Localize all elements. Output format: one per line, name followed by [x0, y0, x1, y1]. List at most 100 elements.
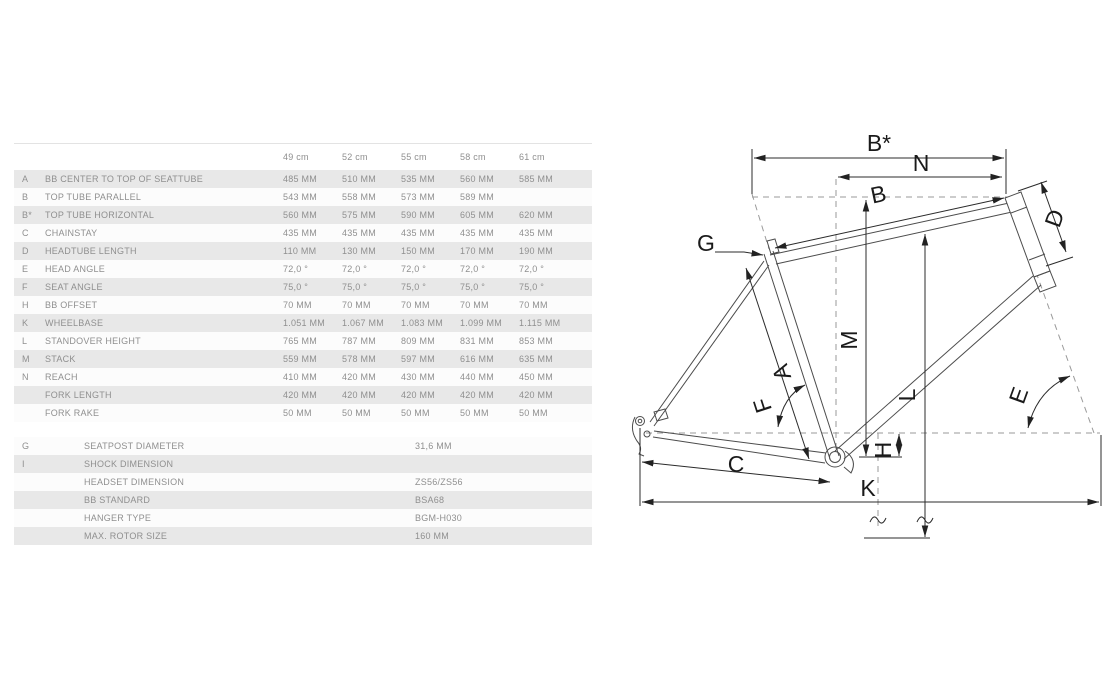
- spec-row: HEADSET DIMENSION ZS56/ZS56: [14, 473, 592, 491]
- row-value: 430 MM: [401, 372, 436, 382]
- fork-crown: [1033, 270, 1057, 293]
- row-letter: [22, 404, 45, 422]
- row-value: 590 MM: [401, 210, 436, 220]
- seat-stays: [649, 260, 770, 427]
- row-value: 420 MM: [460, 390, 495, 400]
- column-header: 55 cm: [401, 152, 427, 162]
- dim-bstar-extensions: [751, 149, 1007, 194]
- row-letter: B*: [22, 210, 33, 220]
- column-header: 61 cm: [519, 152, 545, 162]
- row-value: [415, 455, 592, 473]
- row-label: HEAD ANGLE: [45, 264, 106, 274]
- row-label: TOP TUBE HORIZONTAL: [45, 210, 155, 220]
- row-value: 150 MM: [401, 246, 436, 256]
- break-symbol-right: [916, 516, 934, 524]
- g-leader-line: [715, 249, 764, 257]
- row-value: 75,0 °: [460, 282, 486, 292]
- row-letter: N: [22, 372, 29, 382]
- row-letter: B: [22, 192, 29, 202]
- spec-table: G SEATPOST DIAMETER 31,6 MM I SHOCK DIMENSIO…: [14, 437, 592, 545]
- row-value: 420 MM: [283, 390, 318, 400]
- row-letter: G: [22, 441, 30, 451]
- row-label: FORK LENGTH: [45, 390, 112, 400]
- chain-guide: [843, 450, 854, 474]
- row-value: 75,0 °: [401, 282, 427, 292]
- row-value: 575 MM: [342, 210, 377, 220]
- spec-row: BB STANDARD BSA68: [14, 491, 592, 509]
- row-value: 435 MM: [283, 228, 318, 238]
- row-value: 70 MM: [519, 300, 548, 310]
- row-letter: H: [22, 300, 29, 310]
- row-label: SEATPOST DIAMETER: [84, 441, 185, 451]
- geometry-row: F SEAT ANGLE 75,0 ° 75,0 ° 75,0 ° 75,0 ° 75,0 …: [14, 278, 592, 296]
- dim-e-arc: [1027, 375, 1071, 429]
- row-letter: L: [22, 336, 28, 346]
- geometry-table: 49 cm 52 cm 55 cm 58 cm 61 cm A BB CENTER TO T…: [14, 143, 592, 422]
- dim-k-extensions: [639, 428, 1102, 506]
- row-letter: [22, 386, 45, 404]
- row-value: 620 MM: [519, 210, 554, 220]
- column-header: 58 cm: [460, 152, 486, 162]
- label-e: E: [1004, 384, 1034, 407]
- dim-d: [1040, 181, 1067, 253]
- label-b: B: [868, 180, 888, 209]
- row-label: HANGER TYPE: [84, 513, 152, 523]
- geometry-row: B* TOP TUBE HORIZONTAL 560 MM 575 MM 590 MM 6…: [14, 206, 592, 224]
- row-label: MAX. ROTOR SIZE: [84, 531, 168, 541]
- row-value: 50 MM: [283, 408, 312, 418]
- row-letter: I: [22, 459, 25, 469]
- row-value: 70 MM: [283, 300, 312, 310]
- row-value: 543 MM: [283, 192, 318, 202]
- row-label: SEAT ANGLE: [45, 282, 103, 292]
- row-label: FORK RAKE: [45, 408, 100, 418]
- row-letter: M: [22, 354, 30, 364]
- row-value: 440 MM: [460, 372, 495, 382]
- row-value: 190 MM: [519, 246, 554, 256]
- row-value: 578 MM: [342, 354, 377, 364]
- geometry-row: B TOP TUBE PARALLEL 543 MM 558 MM 573 MM 589 …: [14, 188, 592, 206]
- label-d: D: [1039, 206, 1069, 231]
- geometry-row: E HEAD ANGLE 72,0 ° 72,0 ° 72,0 ° 72,0 ° 72,0 …: [14, 260, 592, 278]
- header-label-spacer: [45, 144, 283, 170]
- row-value: 1.115 MM: [519, 318, 561, 328]
- row-letter: [22, 491, 45, 509]
- row-value: 420 MM: [401, 390, 436, 400]
- row-value: 50 MM: [342, 408, 371, 418]
- row-value: 70 MM: [342, 300, 371, 310]
- row-value: 589 MM: [460, 192, 495, 202]
- row-label: BB STANDARD: [84, 495, 151, 505]
- geometry-header-row: 49 cm 52 cm 55 cm 58 cm 61 cm: [14, 144, 592, 170]
- geometry-row: M STACK 559 MM 578 MM 597 MM 616 MM 635 MM: [14, 350, 592, 368]
- row-value: 75,0 °: [342, 282, 368, 292]
- frame-geometry-diagram: B* N B G D M A F L E H C K: [631, 130, 1102, 539]
- spec-row: HANGER TYPE BGM-H030: [14, 509, 592, 527]
- geometry-row: K WHEELBASE 1.051 MM 1.067 MM 1.083 MM 1.099 …: [14, 314, 592, 332]
- row-value: 31,6 MM: [415, 441, 452, 451]
- geometry-row: A BB CENTER TO TOP OF SEATTUBE 485 MM 510 M…: [14, 170, 592, 188]
- row-letter: [22, 509, 45, 527]
- row-letter: [22, 473, 45, 491]
- row-value: 435 MM: [342, 228, 377, 238]
- row-value: 573 MM: [401, 192, 436, 202]
- dim-d-extensions: [1017, 180, 1074, 267]
- geometry-row: C CHAINSTAY 435 MM 435 MM 435 MM 435 MM 435 MM: [14, 224, 592, 242]
- row-label: SHOCK DIMENSION: [84, 459, 174, 469]
- row-letter: F: [22, 282, 28, 292]
- derailleur-hanger: [631, 416, 645, 457]
- row-value: 130 MM: [342, 246, 377, 256]
- row-value: 70 MM: [460, 300, 489, 310]
- geometry-row: L STANDOVER HEIGHT 765 MM 787 MM 809 MM 831 M…: [14, 332, 592, 350]
- row-value: [519, 188, 578, 206]
- row-spacer: [45, 527, 84, 545]
- row-value: 72,0 °: [283, 264, 309, 274]
- row-value: 809 MM: [401, 336, 436, 346]
- top-tube: [769, 202, 1013, 265]
- header-letter-spacer: [22, 144, 45, 170]
- dim-f-arc: [776, 384, 806, 428]
- row-value: 787 MM: [342, 336, 377, 346]
- dimension-lines: [639, 149, 1102, 539]
- row-value: 75,0 °: [519, 282, 545, 292]
- row-label: HEADTUBE LENGTH: [45, 246, 137, 256]
- geometry-row: N REACH 410 MM 420 MM 430 MM 440 MM 450 MM: [14, 368, 592, 386]
- rear-axle-center: [637, 418, 643, 424]
